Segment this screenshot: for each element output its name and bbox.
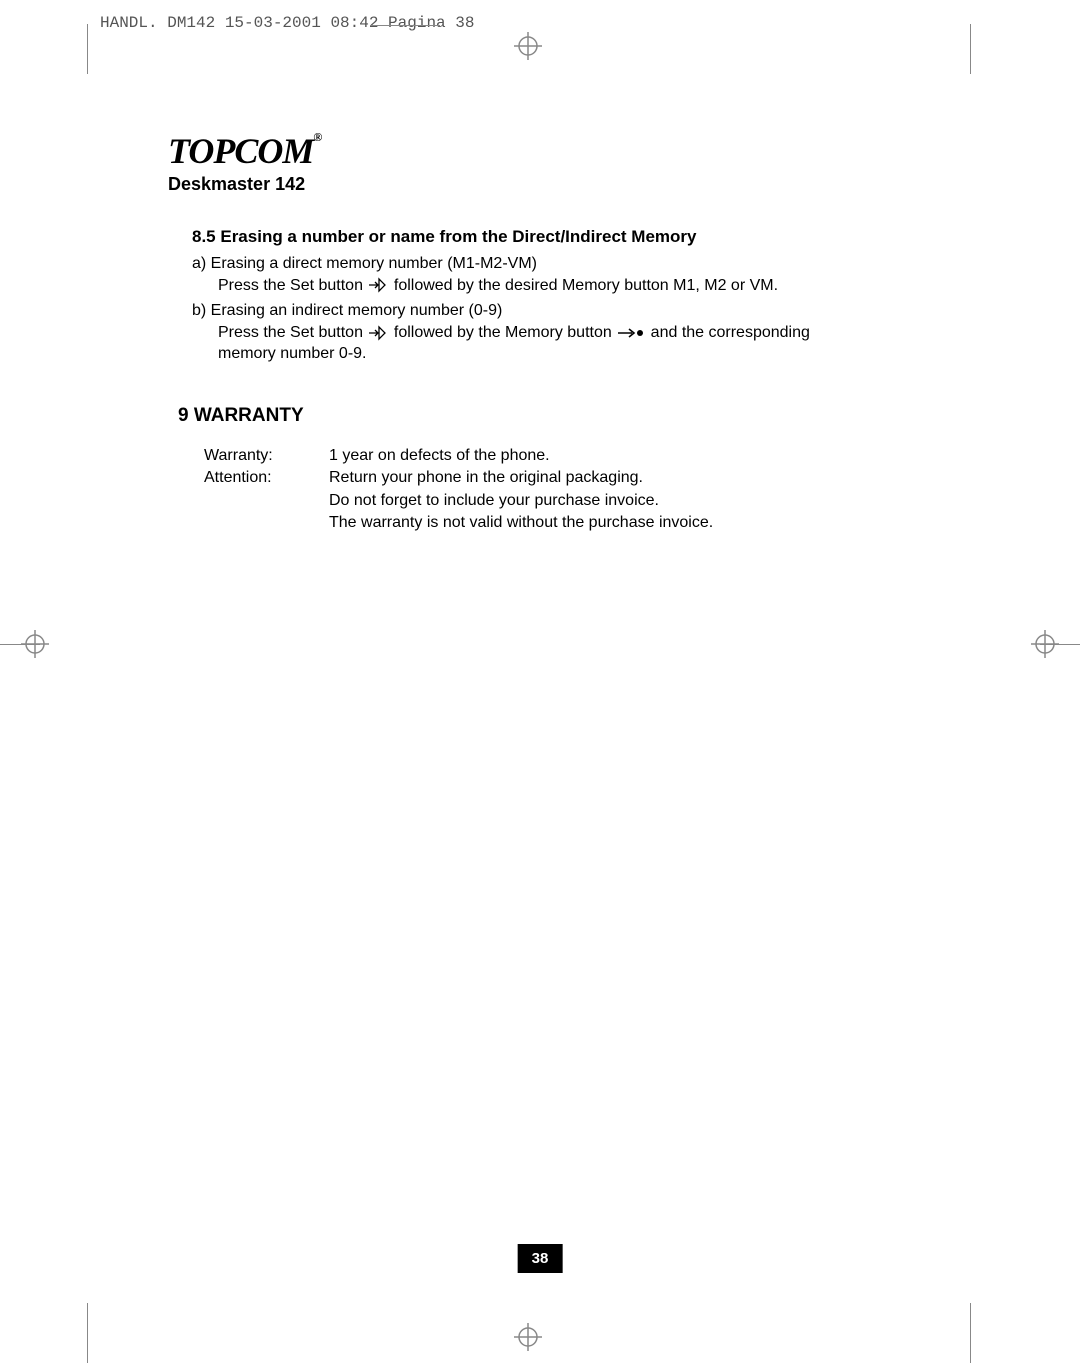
set-button-icon: [367, 276, 389, 294]
warranty-label: [204, 512, 329, 534]
section-heading-8-5: 8.5 Erasing a number or name from the Di…: [192, 227, 888, 247]
section-heading-9: 9 WARRANTY: [178, 405, 888, 427]
warranty-label: [204, 490, 329, 512]
memory-button-icon: [616, 324, 646, 342]
crop-mark: [970, 1303, 971, 1363]
crop-mark: [87, 1303, 88, 1363]
warranty-row: Warranty: 1 year on defects of the phone…: [204, 445, 888, 467]
item-b-detail: Press the Set button followed by the Mem…: [218, 322, 888, 344]
warranty-label: Attention:: [204, 467, 329, 489]
warranty-label: Warranty:: [204, 445, 329, 467]
warranty-value: The warranty is not valid without the pu…: [329, 512, 888, 534]
warranty-row: The warranty is not valid without the pu…: [204, 512, 888, 534]
registration-mark-icon: [514, 32, 542, 60]
brand-name: TOPCOM: [168, 131, 313, 171]
text-fragment: and the corresponding: [651, 324, 810, 341]
registration-mark-icon: [514, 1323, 542, 1351]
item-b: b) Erasing an indirect memory number (0-…: [192, 300, 888, 322]
crop-mark: [87, 24, 88, 74]
set-button-icon: [367, 324, 389, 342]
warranty-value: Do not forget to include your purchase i…: [329, 490, 888, 512]
text-fragment: Press the Set button: [218, 277, 367, 294]
registered-mark: ®: [313, 130, 321, 144]
crop-mark: [970, 24, 971, 74]
item-b-detail-line2: memory number 0-9.: [218, 343, 888, 365]
warranty-value: Return your phone in the original packag…: [329, 467, 888, 489]
header-underline: [370, 25, 440, 26]
page-content: TOPCOM® Deskmaster 142 8.5 Erasing a num…: [168, 130, 888, 535]
item-a: a) Erasing a direct memory number (M1-M2…: [192, 253, 888, 275]
warranty-row: Attention: Return your phone in the orig…: [204, 467, 888, 489]
text-fragment: followed by the Memory button: [394, 324, 616, 341]
warranty-row: Do not forget to include your purchase i…: [204, 490, 888, 512]
print-header-slug: HANDL. DM142 15-03-2001 08:42 Pagina 38: [100, 14, 474, 32]
brand-logo: TOPCOM®: [168, 130, 888, 172]
page-number: 38: [518, 1244, 563, 1273]
text-fragment: Press the Set button: [218, 324, 367, 341]
registration-mark-icon: [1031, 630, 1059, 658]
product-name: Deskmaster 142: [168, 174, 888, 195]
registration-mark-icon: [21, 630, 49, 658]
text-fragment: followed by the desired Memory button M1…: [394, 277, 778, 294]
warranty-value: 1 year on defects of the phone.: [329, 445, 888, 467]
item-a-detail: Press the Set button followed by the des…: [218, 275, 888, 297]
